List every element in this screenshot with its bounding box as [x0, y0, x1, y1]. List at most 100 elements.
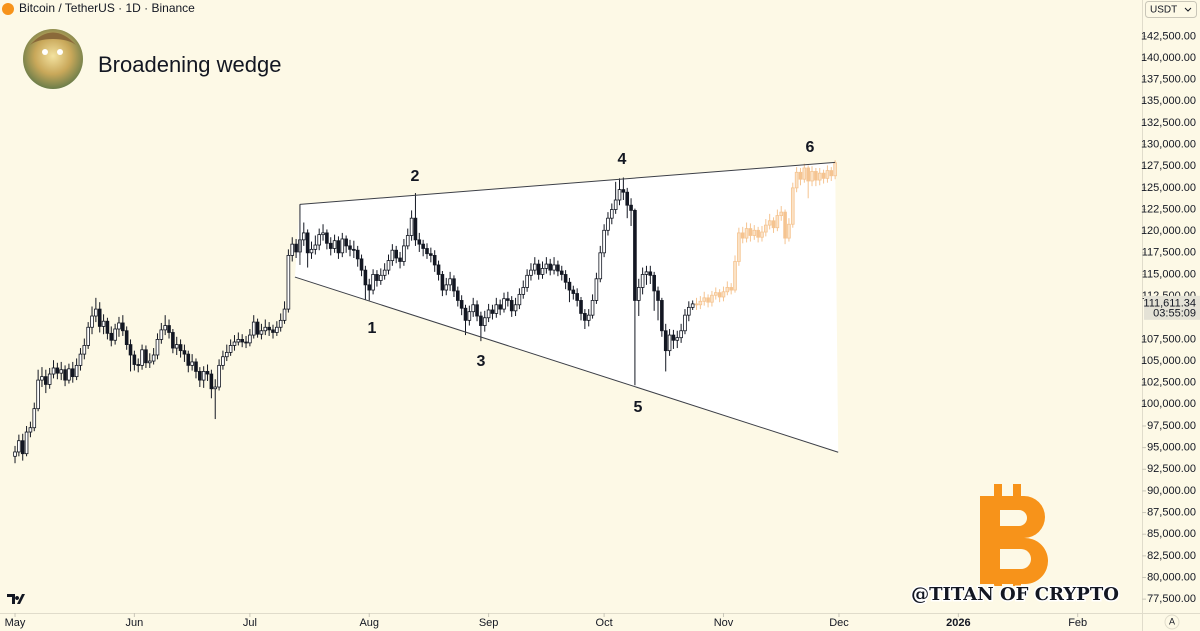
- candle-body: [567, 281, 572, 291]
- candle-body: [405, 235, 410, 247]
- wave-label: 2: [411, 168, 420, 185]
- wave-label: 3: [477, 353, 486, 370]
- candle-body: [629, 204, 633, 211]
- candle-body: [109, 332, 114, 341]
- y-tick-label: 82,500.00: [1147, 550, 1196, 562]
- chart-title: Broadening wedge: [98, 52, 281, 77]
- x-tick-label: Oct: [596, 617, 613, 629]
- candle-body: [506, 298, 510, 301]
- candle-body: [309, 248, 314, 254]
- y-tick-label: 105,000.00: [1141, 355, 1196, 367]
- candle-body: [756, 229, 760, 238]
- candle-body: [221, 356, 225, 366]
- y-tick-label: 120,000.00: [1141, 225, 1196, 237]
- candle-body: [721, 291, 726, 298]
- candle-body: [790, 187, 795, 225]
- candle-body: [90, 315, 94, 328]
- wave-label: 6: [806, 139, 815, 156]
- y-tick-label: 132,500.00: [1141, 117, 1196, 129]
- candle-body: [544, 263, 549, 269]
- candle-body: [494, 304, 499, 314]
- candle-body: [706, 297, 710, 303]
- candle-body: [556, 264, 560, 272]
- candle-body: [552, 264, 556, 271]
- candle-body: [806, 167, 810, 182]
- candle-body: [648, 271, 653, 276]
- y-tick-label: 137,500.00: [1141, 74, 1196, 86]
- candle-body: [571, 289, 576, 294]
- candle-body: [425, 248, 429, 255]
- candle-body: [821, 172, 826, 179]
- candle-body: [167, 325, 171, 333]
- candle-body: [579, 300, 583, 314]
- candle-body: [390, 249, 395, 262]
- symbol-icon: [2, 3, 14, 15]
- candle-body: [36, 379, 40, 410]
- candle-body: [698, 300, 703, 306]
- currency-caret[interactable]: [1184, 7, 1192, 12]
- candle-body: [209, 373, 214, 390]
- currency-label[interactable]: USDT: [1150, 5, 1177, 16]
- candle-body: [536, 263, 541, 275]
- candle-body: [59, 369, 64, 374]
- y-tick-label: 135,000.00: [1141, 95, 1196, 107]
- candle-body: [236, 339, 241, 343]
- candle-body: [232, 341, 237, 346]
- candle-body: [671, 334, 676, 341]
- trend-line: [299, 161, 836, 205]
- candle-body: [633, 209, 637, 301]
- candle-body: [363, 269, 368, 286]
- tv-logo: [7, 594, 25, 604]
- candle-body: [63, 369, 67, 381]
- candle-body: [498, 304, 502, 310]
- y-tick-label: 100,000.00: [1141, 398, 1196, 410]
- candle-body: [144, 349, 148, 364]
- candle-body: [163, 325, 167, 331]
- candle-body: [171, 332, 175, 349]
- y-tick-label: 125,000.00: [1141, 182, 1196, 194]
- candle-body: [228, 345, 233, 353]
- candle-body: [20, 440, 25, 455]
- candle-body: [779, 211, 784, 216]
- candle-body: [244, 341, 248, 344]
- candle-body: [278, 319, 283, 328]
- candle-body: [490, 309, 495, 314]
- avatar-eye: [57, 49, 63, 55]
- candle-body: [787, 223, 791, 239]
- avatar: [23, 29, 83, 89]
- candle-body: [417, 239, 422, 245]
- candle-body: [382, 269, 387, 276]
- candle-body: [359, 258, 364, 271]
- y-tick-label: 142,500.00: [1141, 30, 1196, 42]
- candle-body: [51, 367, 56, 375]
- y-tick-label: 107,500.00: [1141, 333, 1196, 345]
- candle-body: [101, 320, 106, 327]
- candle-body: [128, 344, 133, 356]
- y-tick-label: 92,500.00: [1147, 463, 1196, 475]
- auto-scale-label[interactable]: A: [1169, 616, 1175, 626]
- candle-body: [325, 232, 329, 244]
- candle-body: [55, 367, 60, 374]
- candle-body: [613, 199, 618, 210]
- currency-button[interactable]: [1145, 1, 1197, 18]
- last-price-label: 111,611.34: [1143, 298, 1196, 310]
- candle-body: [294, 243, 298, 253]
- candle-body: [656, 290, 660, 301]
- candle-body: [201, 371, 206, 381]
- auto-scale-button[interactable]: [1164, 614, 1180, 630]
- candle-body: [463, 307, 468, 321]
- candle-body: [394, 249, 398, 259]
- x-tick-label: 2026: [946, 617, 970, 629]
- candle-body: [729, 287, 733, 291]
- candle-body: [352, 248, 356, 251]
- candle-body: [509, 300, 514, 312]
- candle-body: [332, 240, 337, 249]
- candle-body: [829, 170, 834, 177]
- candle-body: [617, 189, 622, 201]
- candle-body: [336, 240, 341, 254]
- candle-body: [402, 245, 406, 262]
- candle-body: [147, 360, 152, 364]
- candle-body: [525, 274, 529, 288]
- candle-body: [74, 364, 79, 378]
- candle-body: [436, 264, 441, 275]
